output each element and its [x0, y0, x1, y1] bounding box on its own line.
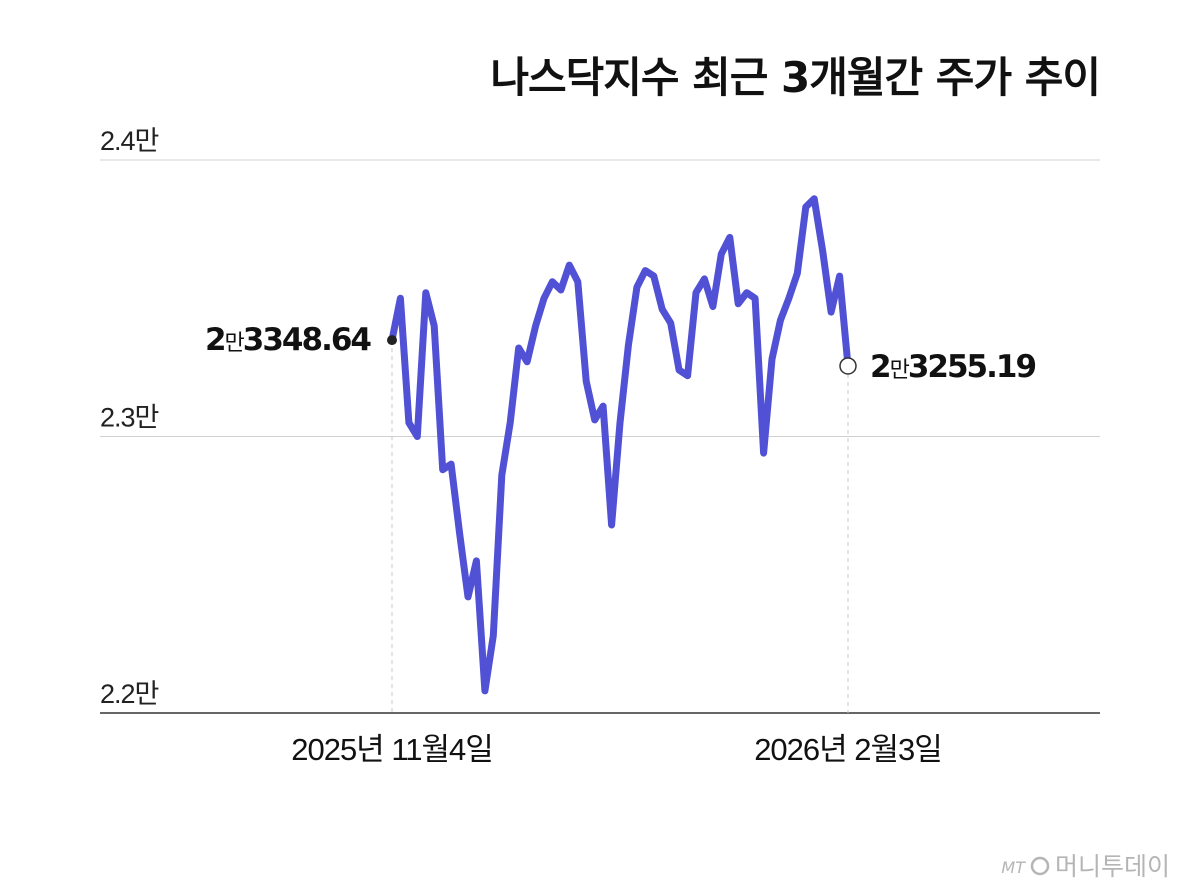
x-tick-label-1: 2026년 2월3일 [754, 732, 942, 767]
y-tick-label-2: 2.2만 [100, 679, 159, 709]
x-tick-label-0: 2025년 11월4일 [291, 732, 493, 767]
watermark-logo-icon [1030, 856, 1050, 876]
start-point [387, 335, 397, 346]
chart-title: 나스닥지수 최근 3개월간 주가 추이 [490, 53, 1100, 102]
guide-lines [391, 340, 849, 713]
watermark-brand: 머니투데이 [1055, 852, 1170, 881]
watermark: MT 머니투데이 [1001, 852, 1170, 881]
watermark-mt: MT [1001, 858, 1026, 877]
start-value-label: 2만3348.64 [205, 322, 371, 358]
series-group [387, 195, 857, 695]
end-value-label: 2만3255.19 [870, 349, 1035, 385]
x-tick-labels: 2025년 11월4일 2026년 2월3일 [291, 732, 943, 767]
end-point [839, 357, 857, 375]
series-line [388, 195, 852, 695]
y-tick-labels: 2.4만 2.3만 2.2만 [100, 126, 160, 709]
grid-lines [100, 159, 1100, 714]
y-tick-label-1: 2.3만 [100, 403, 159, 433]
y-tick-label-0: 2.4만 [100, 126, 159, 156]
